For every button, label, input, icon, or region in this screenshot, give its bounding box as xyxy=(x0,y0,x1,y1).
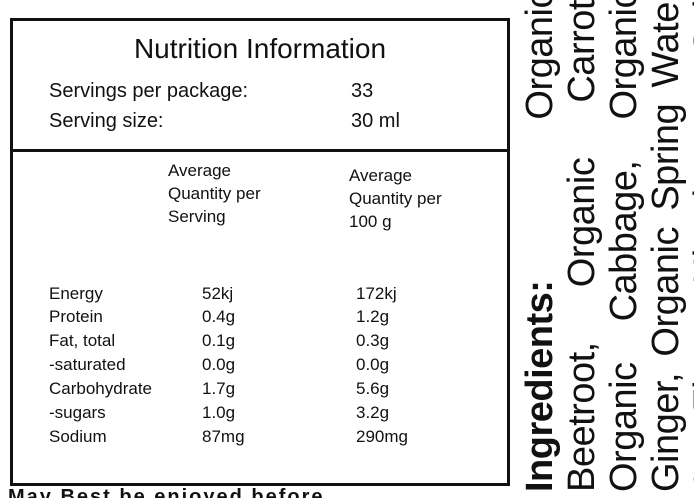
servings-label: Servings per package: xyxy=(49,80,249,102)
nutrient-per-100g: 0.0g xyxy=(356,355,390,374)
header-per-serving: Average Quantity per Serving xyxy=(168,159,328,228)
header-per-100g-line: Average xyxy=(349,166,413,185)
nutrient-per-serving: 0.4g xyxy=(202,307,236,326)
nutrient-per-serving: 0.0g xyxy=(202,355,236,374)
bottom-cut-text: May Best be enjoyed before xyxy=(8,486,325,498)
nutrient-per-100g: 0.3g xyxy=(356,331,390,350)
nutrient-per-100g: 172kj xyxy=(356,284,397,303)
ingredients-block: Ingredients: Organic Beetroot, Organic C… xyxy=(519,0,694,492)
nutrient-per-serving: 52kj xyxy=(202,284,234,303)
nutrition-panel: Nutrition Information Servings per packa… xyxy=(10,18,510,486)
panel-title: Nutrition Information xyxy=(133,33,387,64)
nutrient-name: Protein xyxy=(49,307,103,326)
nutrient-name: Sodium xyxy=(49,427,107,446)
nutrient-per-serving: 1.0g xyxy=(202,403,236,422)
nutrient-name: Energy xyxy=(49,284,103,303)
ingredients-label: Ingredients: xyxy=(519,280,561,492)
nutrient-per-serving: 0.1g xyxy=(202,331,236,350)
nutrient-per-100g: 3.2g xyxy=(356,403,390,422)
nutrient-name: Fat, total xyxy=(49,331,116,350)
nutrient-per-100g: 5.6g xyxy=(356,379,390,398)
servings-value: 33 xyxy=(351,80,374,102)
header-per-serving-line: Serving xyxy=(168,207,226,226)
nutrient-name: Carbohydrate xyxy=(49,379,153,398)
header-per-serving-line: Quantity per xyxy=(168,184,261,203)
serving-size-value: 30 ml xyxy=(351,110,400,132)
nutrient-per-serving: 87mg xyxy=(202,427,245,446)
nutrient-name: -sugars xyxy=(49,403,106,422)
panel-divider xyxy=(13,149,507,152)
header-per-serving-line: Average xyxy=(168,161,232,180)
header-per-100g-line: 100 g xyxy=(349,212,392,231)
nutrient-per-100g: 290mg xyxy=(356,427,408,446)
nutrient-per-100g: 1.2g xyxy=(356,307,390,326)
nutrient-name: -saturated xyxy=(49,355,126,374)
nutrient-per-serving: 1.7g xyxy=(202,379,236,398)
header-per-100g-line: Quantity per xyxy=(349,189,442,208)
serving-size-label: Serving size: xyxy=(49,110,164,132)
header-per-100g: Average Quantity per 100 g xyxy=(349,164,509,233)
